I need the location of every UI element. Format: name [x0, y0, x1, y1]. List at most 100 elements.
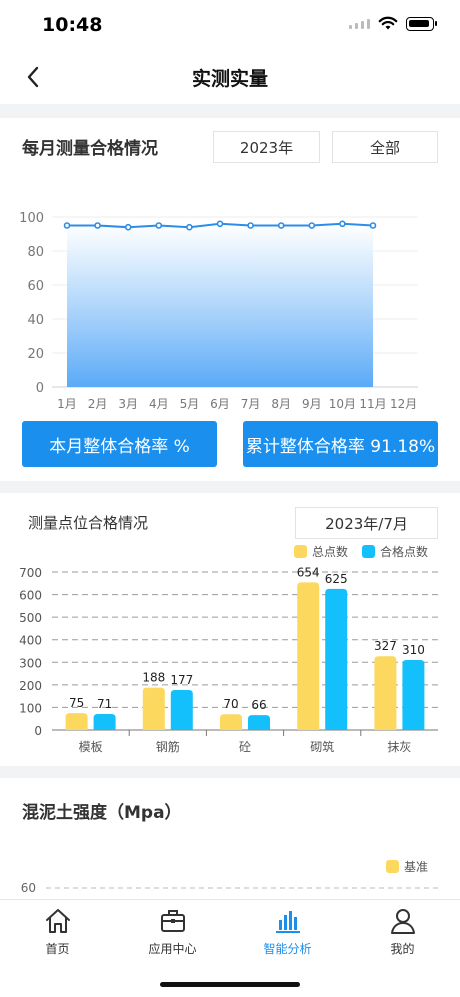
y-tick-label: 0 [36, 381, 44, 396]
x-tick-label: 砼 [239, 740, 251, 754]
x-tick-label: 6月 [210, 397, 230, 411]
bar-value-label: 71 [97, 697, 112, 711]
bar-qualified [170, 690, 193, 730]
concrete-y-tick: 60 [21, 881, 36, 895]
section-divider [0, 481, 460, 493]
section-divider [0, 766, 460, 778]
legend-baseline: 基准 [386, 858, 428, 875]
bar-value-label: 75 [69, 696, 84, 710]
y-tick-label: 0 [34, 724, 42, 738]
briefcase-icon [160, 910, 185, 932]
data-point [216, 220, 224, 228]
concrete-strength-title: 混泥土强度（Mpa） [22, 803, 182, 823]
points-section-title: 测量点位合格情况 [28, 514, 149, 532]
y-tick-label: 100 [19, 211, 44, 226]
bar-total [297, 582, 320, 730]
page-title: 实测实量 [191, 68, 268, 90]
bar-value-label: 188 [142, 671, 165, 685]
bar-total [65, 713, 88, 730]
status-time: 10:48 [42, 14, 103, 36]
legend-baseline-swatch [386, 860, 399, 873]
x-tick-label: 模板 [79, 740, 103, 754]
data-point [339, 220, 346, 228]
x-tick-label: 砌筑 [310, 739, 334, 754]
x-tick-label: 10月 [329, 397, 356, 411]
bar-qualified [248, 715, 270, 730]
cellular-signal-icon [349, 18, 370, 29]
battery-icon [406, 16, 437, 31]
bar-value-label: 310 [402, 643, 425, 657]
monthly-section-title: 每月测量合格情况 [22, 139, 158, 159]
data-point [277, 222, 285, 229]
x-tick-label: 抹灰 [387, 740, 411, 754]
data-point [94, 222, 101, 229]
y-tick-label: 600 [19, 589, 42, 603]
concrete-strength-chart: 60 [21, 881, 438, 895]
x-tick-label: 8月 [271, 397, 291, 411]
y-tick-label: 100 [19, 701, 42, 715]
year-select[interactable]: 2023年 [213, 131, 320, 163]
data-point [308, 222, 316, 229]
legend-baseline-label: 基准 [404, 860, 429, 874]
bar-value-label: 327 [374, 639, 397, 653]
tab-home[interactable]: 首页 [0, 906, 115, 957]
bar-value-label: 625 [325, 572, 348, 586]
x-tick-label: 1月 [57, 397, 77, 411]
x-tick-label: 7月 [241, 397, 261, 411]
tab-app-center-label: 应用中心 [148, 942, 197, 956]
home-icon [45, 909, 70, 933]
cumulative-pass-rate-button[interactable]: 累计整体合格率 91.18% [243, 421, 438, 467]
y-tick-label: 40 [27, 313, 44, 328]
nav-bar: 实测实量 [0, 50, 460, 104]
bar-qualified [93, 713, 116, 730]
scope-select[interactable]: 全部 [332, 131, 438, 163]
y-tick-label: 700 [19, 566, 42, 580]
status-icons [349, 16, 437, 31]
tab-home-label: 首页 [45, 942, 70, 956]
back-button[interactable] [18, 62, 48, 92]
data-point [186, 223, 193, 231]
legend-total: 总点数 [294, 543, 348, 560]
y-tick-label: 500 [19, 611, 42, 625]
tab-analytics-label: 智能分析 [263, 942, 312, 956]
section-divider [0, 104, 460, 118]
bar-total [220, 714, 242, 730]
y-tick-label: 20 [27, 347, 44, 362]
x-tick-label: 钢筋 [156, 739, 180, 754]
x-tick-label: 9月 [302, 397, 322, 411]
legend-qualified-label: 合格点数 [380, 545, 429, 559]
y-tick-label: 200 [19, 679, 42, 693]
bar-total [142, 687, 165, 730]
x-tick-label: 4月 [149, 397, 169, 411]
measurement-points-chart: 0 100 200 300 400 500 600 700 模板 75 71 钢筋 188 177 砼 70 6… [19, 565, 438, 754]
data-point [124, 223, 132, 231]
bar-value-label: 654 [297, 565, 320, 579]
this-month-pass-rate-button[interactable]: 本月整体合格率 % [22, 421, 217, 467]
bar-value-label: 177 [170, 673, 193, 687]
tab-mine[interactable]: 我的 [345, 906, 460, 957]
tab-mine-label: 我的 [390, 942, 415, 956]
tab-app-center[interactable]: 应用中心 [115, 906, 230, 957]
bar-chart-icon [275, 911, 300, 933]
monthly-pass-rate-chart: 0 20 40 60 80 100 1月 2月 3月 4月 5月 6月 7月 8月 9月 10月 11月 12月 [19, 211, 418, 411]
bar-value-label: 66 [251, 698, 266, 712]
user-icon [390, 909, 415, 934]
status-bar: 10:48 [0, 0, 460, 50]
x-tick-label: 12月 [390, 397, 417, 411]
bar-qualified [325, 588, 348, 730]
month-select[interactable]: 2023年/7月 [295, 507, 438, 539]
bar-qualified [402, 660, 425, 730]
legend-qualified: 合格点数 [362, 543, 428, 560]
tab-analytics[interactable]: 智能分析 [230, 906, 345, 957]
x-tick-label: 5月 [180, 397, 200, 411]
bar-total [374, 656, 397, 730]
x-tick-label: 3月 [118, 397, 138, 411]
data-point [247, 222, 254, 229]
chevron-left-icon [27, 66, 39, 88]
data-point [155, 222, 163, 229]
tab-bar: 首页 应用中心 智能分析 我的 [0, 899, 460, 997]
y-tick-label: 300 [19, 656, 42, 670]
x-tick-label: 2月 [88, 397, 108, 411]
y-tick-label: 400 [19, 634, 42, 648]
legend-total-label: 总点数 [312, 545, 349, 559]
